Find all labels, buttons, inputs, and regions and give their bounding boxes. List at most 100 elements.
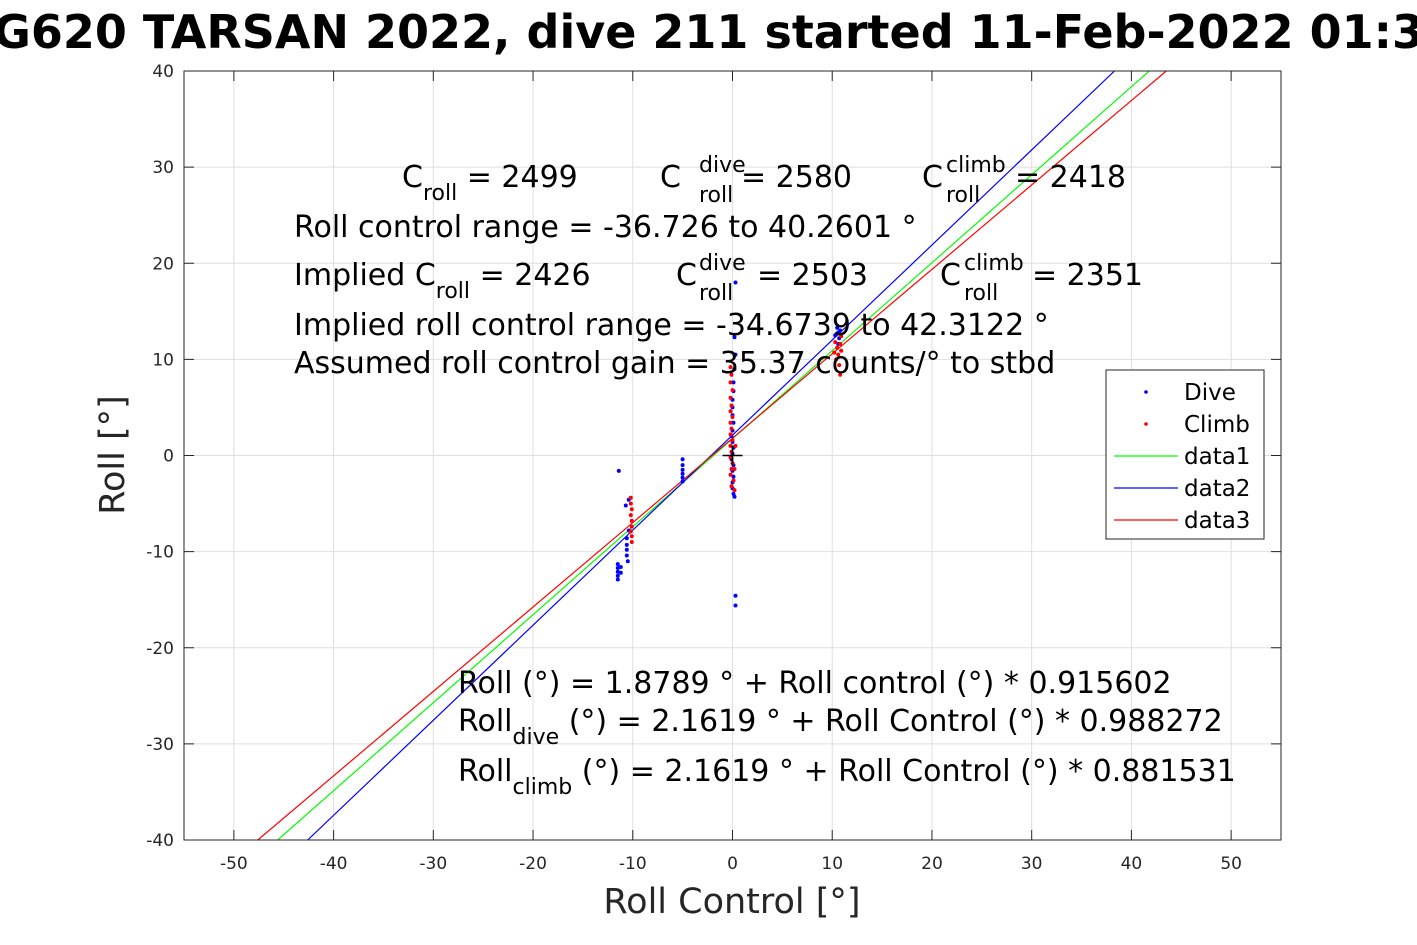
series-dive-point <box>733 603 738 608</box>
series-dive-point <box>624 542 629 547</box>
x-tick-label: 30 <box>1021 854 1043 874</box>
series-dive-point <box>680 475 685 480</box>
data-marks <box>257 71 1167 840</box>
x-tick-label: -30 <box>419 854 447 874</box>
y-tick-label: -30 <box>146 735 174 755</box>
series-climb-point <box>728 409 733 414</box>
series-climb-point <box>837 363 842 368</box>
legend-dive-label: Dive <box>1184 380 1236 406</box>
series-dive-point <box>680 463 685 468</box>
y-tick-label: 0 <box>163 447 174 467</box>
series-dive-point <box>615 562 620 567</box>
series-dive-point <box>625 559 630 564</box>
x-tick-label: 10 <box>821 854 843 874</box>
series-climb-point <box>629 524 634 529</box>
annotation-implied-c-roll-climb-base: C <box>940 258 961 293</box>
series-climb-point <box>628 501 633 506</box>
series-climb-point <box>732 467 737 471</box>
origin-marker <box>722 445 743 466</box>
series-climb-point <box>836 352 841 357</box>
legend-items: Dive Climb data1 data2 data3 <box>1114 380 1250 534</box>
series-climb-point <box>730 438 735 443</box>
series-climb-point <box>628 529 633 534</box>
series-climb-point <box>728 432 733 437</box>
annotation-fit-equation-dive: Rolldive (°) = 2.1619 ° + Roll Control (… <box>458 704 1223 750</box>
series-climb-point <box>729 467 734 471</box>
series-climb-point <box>628 495 633 500</box>
y-tick-label: 30 <box>152 158 174 178</box>
series-dive-point <box>624 547 629 552</box>
series-climb-point <box>728 443 733 448</box>
series-dive-point <box>833 333 838 338</box>
y-axis-label: Roll [°] <box>93 395 133 515</box>
y-tick-label: -40 <box>146 831 174 851</box>
series-dive-point <box>624 536 629 541</box>
annotation-roll-control-gain: Assumed roll control gain = 35.37 counts… <box>294 346 1055 381</box>
series-climb-point <box>833 340 838 345</box>
series-dive-point <box>618 565 623 569</box>
annotation-c-roll-dive-base: C <box>660 160 681 195</box>
x-tick-label: 50 <box>1220 854 1242 874</box>
series-dive-point <box>680 479 685 484</box>
series-climb-point <box>730 415 735 419</box>
series-dive-point <box>732 335 737 340</box>
series-climb-point <box>729 372 734 377</box>
annotation-c-roll-climb-sub: roll <box>946 183 980 208</box>
series-dive-point <box>680 467 685 472</box>
series-climb-point <box>838 342 843 346</box>
series-dive-point <box>733 280 738 285</box>
series-climb-point <box>834 357 839 362</box>
series-dive-point <box>733 352 738 357</box>
annotations: Croll = 2499 C dive roll = 2580 C climb … <box>294 153 1236 800</box>
annotation-c-roll-climb-base: C <box>922 160 943 195</box>
annotation-c-roll-dive-sub: roll <box>699 183 733 208</box>
series-climb-point <box>729 484 734 489</box>
series-dive-point <box>615 577 620 582</box>
legend-climb-marker <box>1144 422 1148 426</box>
series-data2-line <box>307 71 1115 840</box>
annotation-implied-c-roll-dive-sub: roll <box>699 281 733 306</box>
series-dive-point <box>624 553 629 558</box>
series-climb-point <box>728 472 733 477</box>
series-dive-point <box>731 380 736 385</box>
series-climb-point <box>729 426 734 431</box>
x-tick-label: 40 <box>1121 854 1143 874</box>
series-climb-point <box>731 478 736 483</box>
annotation-implied-c-roll-dive-sup: dive <box>699 251 746 276</box>
series-dive-point <box>731 474 736 479</box>
x-tick-label: 0 <box>727 854 738 874</box>
series-dive-point <box>838 328 843 333</box>
series-dive-point <box>618 570 623 575</box>
series-climb-point <box>733 443 738 448</box>
series-dive-point <box>731 420 736 425</box>
x-tick-label: -50 <box>220 854 248 874</box>
x-axis-label: Roll Control [°] <box>603 882 860 922</box>
annotation-implied-c-roll-climb-value: = 2351 <box>1032 258 1143 293</box>
series-climb-point <box>835 345 840 350</box>
annotation-c-roll-climb-sup: climb <box>946 153 1006 178</box>
legend-dive-marker <box>1144 390 1148 394</box>
annotation-implied-c-roll-dive: C dive roll = 2503 <box>676 251 868 306</box>
legend-data3-label: data3 <box>1184 508 1250 534</box>
series-climb-point <box>732 488 737 493</box>
annotation-c-roll: Croll = 2499 <box>402 160 578 206</box>
annotation-implied-c-roll-climb-sub: roll <box>964 281 998 306</box>
series-climb-point <box>728 365 733 370</box>
plot-area: -50 -40 -30 -20 -10 0 10 20 30 40 50 -40 -30 -20 -10 0 1… <box>146 62 1282 874</box>
annotation-implied-c-roll-dive-value: = 2503 <box>757 258 868 293</box>
x-tick-label: -20 <box>519 854 547 874</box>
y-tick-label: -20 <box>146 639 174 659</box>
axis-ticks: -50 -40 -30 -20 -10 0 10 20 30 40 50 -40 -30 -20 -10 0 1… <box>146 62 1281 874</box>
annotation-implied-c-roll: Implied Croll = 2426 <box>294 258 591 304</box>
annotation-implied-roll-control-range: Implied roll control range = -34.6739 to… <box>294 308 1049 343</box>
series-climb-point <box>728 420 733 425</box>
series-climb-point <box>728 455 733 460</box>
annotation-fit-equation-climb: Rollclimb (°) = 2.1619 ° + Roll Control … <box>458 754 1236 800</box>
series-dive-point <box>616 468 621 473</box>
series-data3-line <box>257 71 1167 840</box>
series-dive-point <box>835 325 840 330</box>
series-climb-point <box>629 507 634 512</box>
series-dive-point <box>732 494 737 499</box>
series-climb-point <box>629 540 634 544</box>
